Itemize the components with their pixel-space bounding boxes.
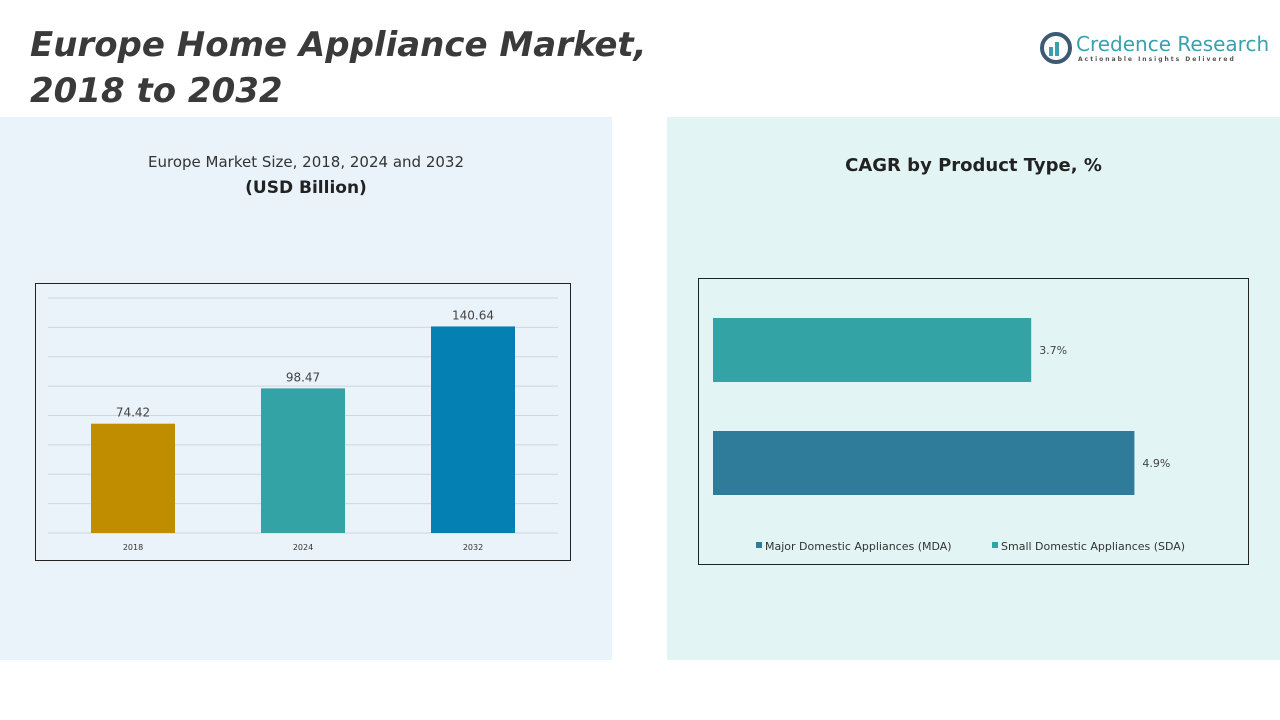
logo-icon <box>1040 32 1072 64</box>
title-line-1: Europe Home Appliance Market, <box>30 25 647 65</box>
hbar-chart-title: CAGR by Product Type, % <box>845 155 1102 176</box>
bar-chart-subtitle: (USD Billion) <box>245 178 367 198</box>
page-title: Europe Home Appliance Market, 2018 to 203… <box>30 22 647 114</box>
hbar-chart-frame <box>698 278 1249 565</box>
logo-name: Credence Research <box>1076 32 1270 56</box>
bar-chart-title: Europe Market Size, 2018, 2024 and 2032 <box>148 153 464 171</box>
right-panel <box>667 117 1280 660</box>
title-line-2: 2018 to 2032 <box>30 71 283 111</box>
bar-chart-frame <box>35 283 571 561</box>
logo-tagline: Actionable Insights Delivered <box>1078 56 1236 63</box>
logo: Credence Research Actionable Insights De… <box>1040 30 1269 70</box>
